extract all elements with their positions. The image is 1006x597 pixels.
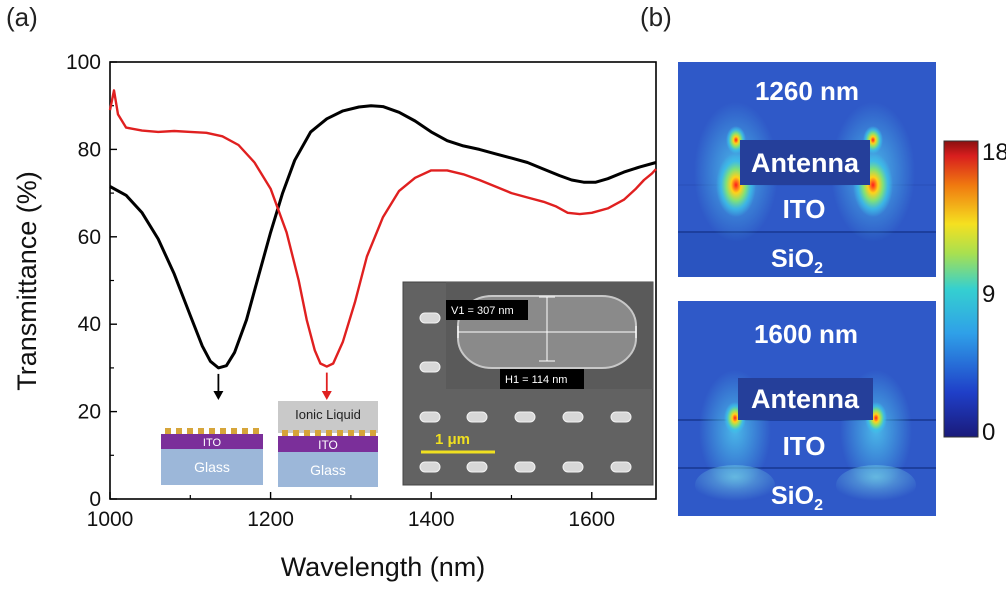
gold-block: [187, 428, 193, 434]
sem-nanorod: [419, 312, 441, 324]
sem-nanorod: [610, 461, 632, 473]
colorbar-gradient: [943, 140, 979, 438]
colorbar-max: 18: [982, 139, 1006, 166]
y-tick-label: 80: [78, 138, 101, 161]
transmittance-plot: 1000 1200 1400 1600 0 20 40 60 80 100: [66, 51, 657, 531]
sem-scale-label: 1 μm: [435, 431, 470, 448]
tick-labels: 1000 1200 1400 1600 0 20 40 60 80 100: [66, 51, 615, 531]
antenna-block: [740, 140, 870, 185]
y-tick-label: 60: [78, 226, 101, 249]
sem-nanorod: [466, 411, 488, 423]
colorbar-mid: 9: [982, 281, 995, 308]
glass-layer: [161, 449, 263, 485]
sio2-label: SiO2: [771, 245, 823, 277]
antenna-label-2: Antenna: [751, 384, 860, 414]
sem-v1-box: [446, 300, 528, 320]
colorbar-min: 0: [982, 419, 995, 446]
glass-label: Glass: [194, 459, 230, 475]
ito-label-sim: ITO: [783, 194, 826, 224]
schematic-ionic-liquid: Ionic Liquid ITO Glass: [278, 401, 378, 487]
gold-block: [304, 430, 310, 436]
resonance-arrow-head: [213, 391, 224, 400]
gold-block: [220, 428, 226, 434]
series-lines: [108, 89, 657, 370]
sio2-text: SiO: [771, 245, 814, 273]
schematic-ito-glass: ITO Glass: [161, 428, 263, 485]
field-map-1260: 1260 nm Antenna ITO SiO2: [678, 62, 936, 277]
x-axis-title: Wavelength (nm): [281, 552, 486, 582]
gold-block: [370, 430, 376, 436]
x-tick-label: 1000: [87, 508, 134, 531]
gold-block: [198, 428, 204, 434]
resonance-arrow-head: [321, 391, 332, 400]
ito-layer: [161, 434, 263, 449]
sem-nanorod: [562, 411, 584, 423]
y-axis-title: Transmittance (%): [12, 171, 42, 391]
gold-antenna-array-2: [282, 430, 376, 436]
gold-block: [293, 430, 299, 436]
gold-block: [326, 430, 332, 436]
sio2-subscript: 2: [814, 260, 823, 277]
resonance-arrows: [213, 372, 332, 400]
sem-nanorod: [466, 461, 488, 473]
glass-layer-2: [278, 452, 378, 487]
ito-label: ITO: [203, 437, 222, 449]
sem-nanorod: [419, 361, 441, 373]
gold-block: [209, 428, 215, 434]
sem-nanorod: [514, 461, 536, 473]
sem-v1-label: V1 = 307 nm: [451, 305, 514, 317]
series-black-line: [109, 104, 657, 370]
ito-layer-2: [278, 436, 378, 452]
sio2-subscript-2: 2: [814, 497, 823, 514]
gold-block: [282, 430, 288, 436]
wavelength-1260: 1260 nm: [755, 76, 859, 106]
field-map-1600: 1600 nm Antenna ITO SiO2: [678, 301, 936, 516]
gold-block: [231, 428, 237, 434]
gold-block: [253, 428, 259, 434]
sem-nanorods: [419, 312, 632, 473]
sem-nanorod: [562, 461, 584, 473]
gold-block: [176, 428, 182, 434]
antenna-label: Antenna: [751, 148, 860, 178]
sem-nanorod: [610, 411, 632, 423]
y-tick-label: 40: [78, 313, 101, 336]
gold-antenna-array: [165, 428, 259, 434]
sem-h1-label: H1 = 114 nm: [505, 374, 567, 386]
colorbar: 18 9 0: [943, 139, 1006, 446]
series-red-line: [108, 89, 657, 368]
sio2-region: [678, 232, 936, 277]
ionic-liquid-layer: [278, 401, 378, 433]
panel-b-label: (b): [640, 2, 672, 32]
field-glow-sub-left: [695, 465, 775, 505]
y-tick-label: 100: [66, 51, 101, 74]
sem-h1-box: [500, 369, 584, 389]
wavelength-1600: 1600 nm: [754, 319, 858, 349]
antenna-block-2: [738, 378, 873, 420]
gold-block: [315, 430, 321, 436]
sio2-text-2: SiO: [771, 482, 814, 510]
x-tick-label: 1400: [408, 508, 455, 531]
y-tick-label: 0: [89, 488, 101, 511]
panel-a-label: (a): [6, 2, 38, 32]
sem-nanorod: [419, 461, 441, 473]
x-tick-label: 1200: [247, 508, 294, 531]
glass-label-2: Glass: [310, 462, 346, 478]
ito-label-sim-2: ITO: [783, 431, 826, 461]
gold-block: [348, 430, 354, 436]
sem-nanorod: [419, 411, 441, 423]
y-tick-label: 20: [78, 401, 101, 424]
ito-label-2: ITO: [318, 438, 338, 452]
gold-block: [337, 430, 343, 436]
field-glow-sub-right: [836, 465, 916, 505]
sio2-label-2: SiO2: [771, 482, 823, 514]
x-tick-label: 1600: [568, 508, 615, 531]
sem-nanorod: [514, 411, 536, 423]
gold-block: [242, 428, 248, 434]
ionic-liquid-label: Ionic Liquid: [295, 407, 361, 422]
sem-image: V1 = 307 nm H1 = 114 nm 1 μm: [402, 281, 654, 486]
gold-block: [359, 430, 365, 436]
gold-block: [165, 428, 171, 434]
